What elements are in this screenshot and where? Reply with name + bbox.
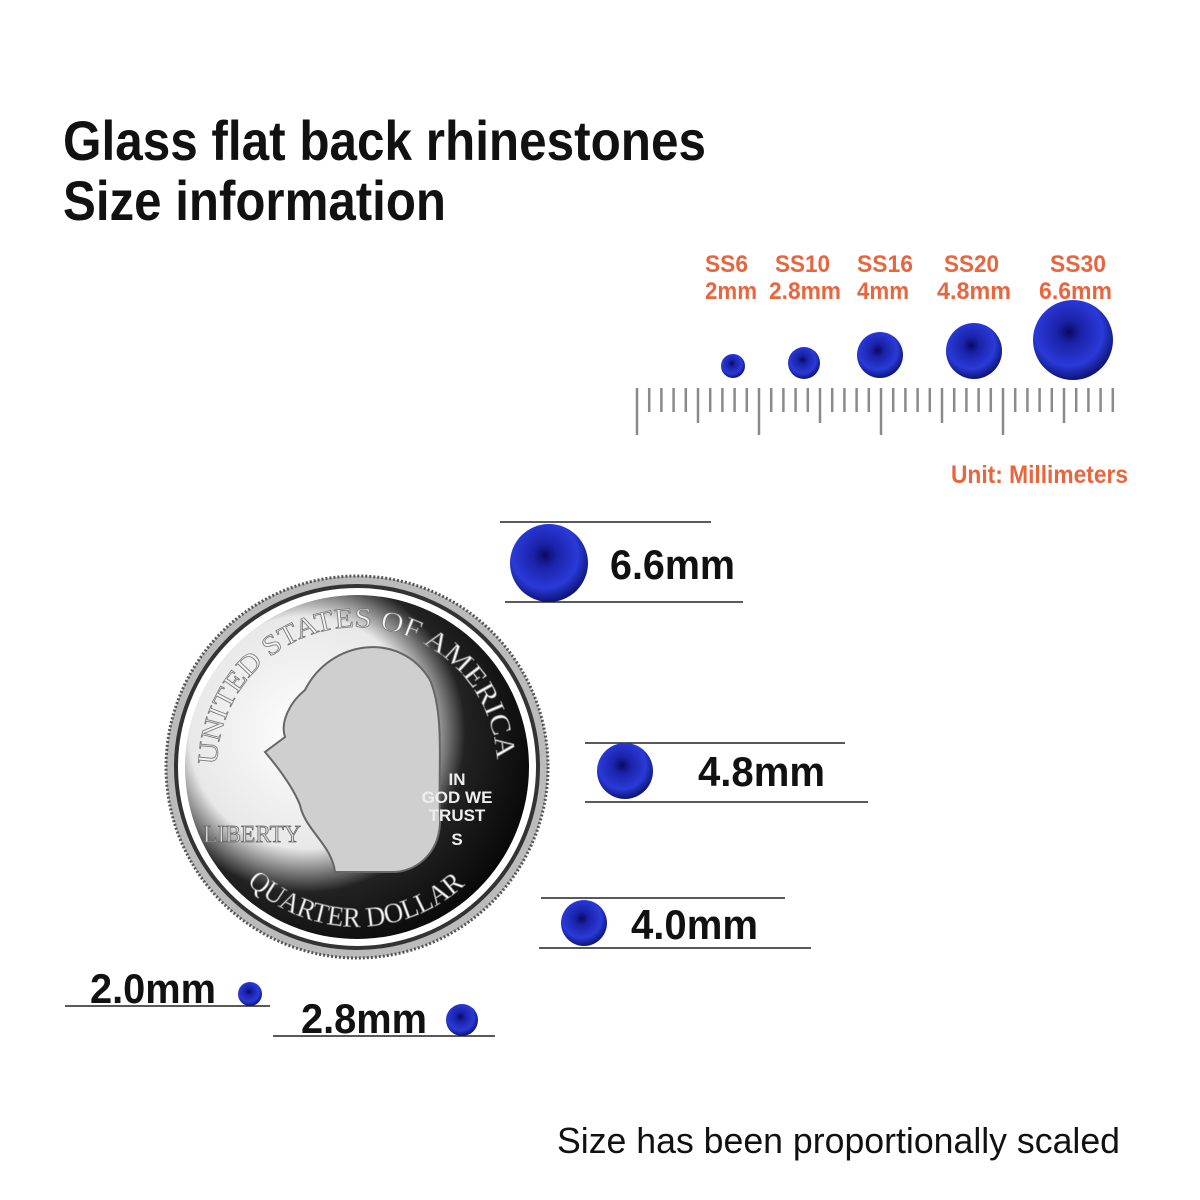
size-mm: 2.8mm	[769, 278, 841, 305]
size-code: SS10	[775, 251, 830, 278]
rhinestone-6-6mm	[510, 524, 588, 602]
rhinestone-4-8mm	[597, 743, 653, 799]
rhinestone-ss20	[946, 323, 1002, 379]
label-2-0mm: 2.0mm	[90, 965, 216, 1012]
coin-motto-2: GOD WE	[422, 788, 493, 807]
label-4-8mm: 4.8mm	[698, 748, 825, 795]
rhinestone-ss6	[721, 354, 745, 378]
size-code: SS16	[857, 251, 913, 278]
washington-portrait	[263, 646, 442, 873]
rhinestone-ss30	[1033, 300, 1113, 380]
label-2-8mm: 2.8mm	[301, 995, 427, 1042]
label-4-0mm: 4.0mm	[631, 901, 758, 948]
size-mm: 2mm	[705, 278, 757, 305]
coin-mint-mark: S	[451, 830, 462, 849]
unit-label: Unit: Millimeters	[951, 461, 1128, 489]
rhinestone-4-0mm	[561, 900, 607, 946]
rhinestone-ss16	[857, 332, 903, 378]
coin-motto-1: IN	[449, 770, 466, 789]
title-line-2: Size information	[63, 169, 446, 232]
scale-labels: SS6 2mm SS10 2.8mm SS16 4mm SS20 4.8mm S…	[705, 251, 1112, 305]
coin-liberty: LIBERTY	[203, 822, 301, 848]
title-line-1: Glass flat back rhinestones	[63, 109, 706, 172]
rhinestone-2-8mm	[446, 1004, 478, 1036]
size-code: SS6	[705, 251, 748, 278]
size-code: SS30	[1050, 251, 1106, 278]
scale-gems	[721, 300, 1113, 380]
ruler	[635, 388, 1115, 435]
label-6-6mm: 6.6mm	[610, 541, 735, 588]
coin-motto-3: TRUST	[429, 806, 486, 825]
size-code: SS20	[944, 251, 999, 278]
rhinestone-2-0mm	[238, 982, 262, 1006]
comparison-lines	[65, 521, 868, 1037]
footer-note: Size has been proportionally scaled	[557, 1120, 1120, 1161]
size-mm: 4mm	[857, 278, 909, 305]
size-mm: 4.8mm	[937, 278, 1011, 305]
rhinestone-ss10	[788, 347, 820, 379]
quarter-coin: UNITED STATES OF AMERICA QUARTER DOLLAR …	[164, 574, 550, 960]
